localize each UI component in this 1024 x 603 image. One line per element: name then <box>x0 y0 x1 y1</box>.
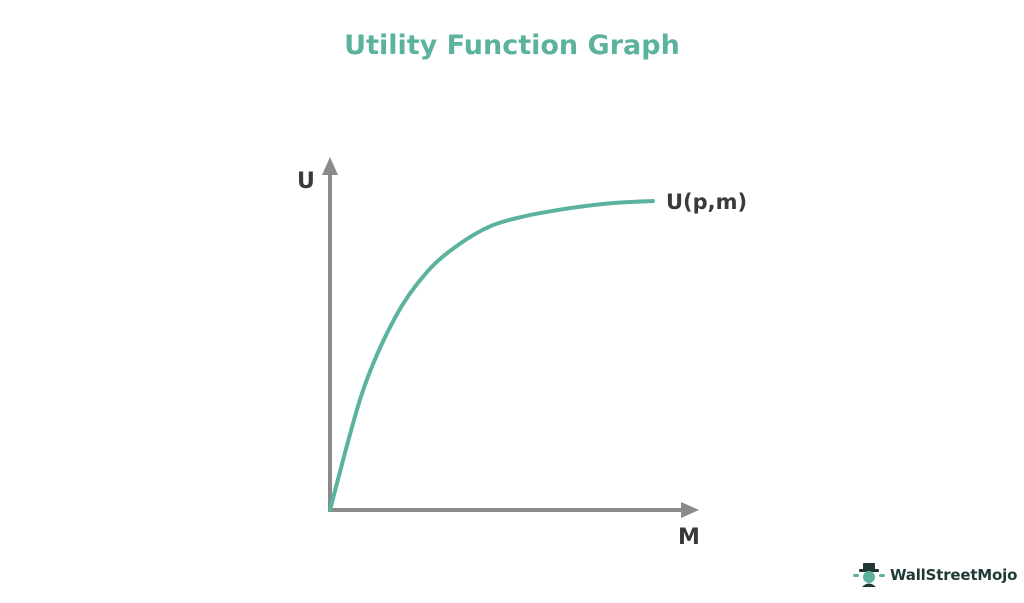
y-axis-arrow <box>322 157 338 175</box>
chart-title: Utility Function Graph <box>344 30 680 61</box>
series-label: U(p,m) <box>666 190 747 214</box>
brand-name: WallStreetMojo <box>890 566 1018 584</box>
x-axis-arrow <box>681 502 699 518</box>
wallstreetmojo-mascot-icon <box>853 563 885 587</box>
brand-logo: WallStreetMojo <box>852 562 1017 588</box>
series-line-u-p-m <box>328 199 655 512</box>
x-axis-label: M <box>678 525 700 550</box>
y-axis-label: U <box>297 169 315 194</box>
